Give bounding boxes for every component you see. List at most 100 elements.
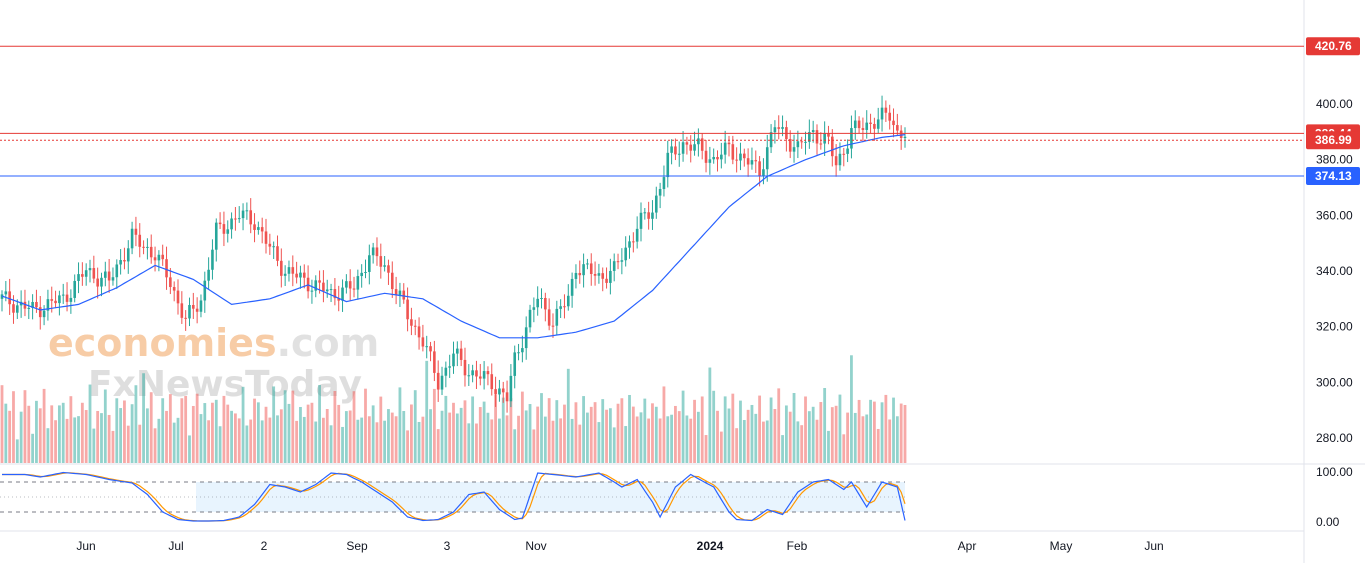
volume-bar bbox=[739, 400, 742, 463]
candle-body bbox=[421, 337, 425, 347]
volume-bar bbox=[69, 396, 73, 463]
volume-bar bbox=[0, 385, 4, 463]
moving-average-line bbox=[1, 134, 906, 339]
volume-bar bbox=[486, 412, 490, 463]
time-tick-label: 3 bbox=[444, 539, 451, 553]
price-tick-label: 300.00 bbox=[1316, 375, 1353, 389]
volume-bar bbox=[195, 393, 199, 463]
candle-body bbox=[452, 353, 455, 367]
candle-body bbox=[498, 388, 501, 395]
candle-body bbox=[628, 241, 631, 248]
volume-bar bbox=[157, 418, 161, 463]
volume-bar bbox=[620, 398, 624, 463]
volume-bar bbox=[846, 412, 850, 463]
volume-bar bbox=[92, 428, 96, 463]
volume-bar bbox=[172, 422, 176, 463]
candle-body bbox=[161, 254, 165, 260]
candle-body bbox=[601, 273, 605, 279]
time-tick-label: Nov bbox=[525, 539, 546, 553]
volume-bar bbox=[700, 396, 704, 463]
time-tick-label: Jul bbox=[168, 539, 183, 553]
volume-bar bbox=[176, 417, 180, 463]
volume-bar bbox=[892, 397, 895, 463]
candle-body bbox=[815, 130, 819, 144]
volume-bar bbox=[348, 410, 352, 463]
candle-body bbox=[842, 153, 846, 155]
volume-bar bbox=[96, 410, 100, 463]
candle-body bbox=[4, 291, 8, 295]
candle-body bbox=[436, 372, 440, 390]
volume-bar bbox=[432, 388, 436, 463]
candle-body bbox=[65, 294, 69, 302]
candle-body bbox=[769, 132, 773, 148]
candle-body bbox=[192, 304, 195, 309]
oscillator-tick-label: 100.00 bbox=[1316, 465, 1353, 479]
volume-bar bbox=[865, 414, 869, 463]
volume-bar bbox=[61, 402, 65, 463]
candle-body bbox=[176, 290, 180, 304]
candle-body bbox=[662, 177, 666, 190]
volume-bar bbox=[850, 355, 853, 463]
price-level-tag: 386.99 bbox=[1306, 131, 1360, 150]
volume-bar bbox=[796, 421, 800, 463]
volume-bar bbox=[651, 403, 654, 463]
volume-bar bbox=[555, 400, 559, 463]
candle-body bbox=[333, 289, 337, 299]
volume-bar bbox=[145, 408, 149, 463]
candle-body bbox=[310, 290, 314, 292]
price-level-tag-text: 420.76 bbox=[1315, 39, 1352, 53]
volume-bar bbox=[884, 394, 888, 463]
watermark-logo-economies: economies.com bbox=[48, 321, 379, 365]
volume-bar bbox=[635, 416, 639, 463]
volume-bar bbox=[421, 416, 425, 463]
volume-bar bbox=[781, 435, 784, 463]
volume-bar bbox=[253, 398, 256, 463]
candle-body bbox=[115, 264, 119, 278]
volume-bar bbox=[647, 418, 651, 463]
candle-body bbox=[58, 295, 61, 304]
volume-bar bbox=[337, 404, 341, 463]
volume-bar bbox=[329, 425, 333, 463]
volume-bar bbox=[746, 409, 750, 463]
volume-bar bbox=[249, 419, 253, 463]
horizontal-levels[interactable] bbox=[0, 45, 1304, 177]
volume-bar bbox=[578, 424, 582, 463]
candle-body bbox=[84, 270, 88, 277]
volume-bar bbox=[218, 426, 222, 463]
volume-bar bbox=[80, 402, 84, 463]
candle-body bbox=[119, 260, 122, 265]
candle-body bbox=[138, 234, 142, 247]
candle-body bbox=[865, 122, 869, 130]
volume-bar bbox=[788, 411, 792, 463]
volume-bar bbox=[478, 407, 482, 463]
candle-body bbox=[876, 119, 880, 129]
price-tick-label: 380.00 bbox=[1316, 153, 1353, 167]
volume-bar bbox=[383, 420, 387, 463]
candle-body bbox=[869, 122, 872, 124]
candle-body bbox=[838, 153, 842, 166]
volume-bar bbox=[628, 394, 631, 463]
volume-bar bbox=[899, 403, 903, 463]
stochastic-d-line bbox=[2, 472, 906, 522]
volume-bar bbox=[685, 415, 689, 463]
volume-bar bbox=[490, 419, 494, 463]
price-tick-label: 320.00 bbox=[1316, 320, 1353, 334]
volume-bar bbox=[27, 405, 31, 463]
volume-bar bbox=[322, 417, 325, 463]
candle-body bbox=[16, 305, 19, 313]
volume-bar bbox=[731, 393, 735, 463]
volume-bar bbox=[65, 418, 69, 463]
volume-bar bbox=[842, 434, 846, 463]
candle-body bbox=[551, 325, 555, 327]
volume-bar bbox=[295, 420, 299, 463]
candle-body bbox=[574, 272, 578, 279]
volume-bar bbox=[325, 409, 329, 463]
candle-body bbox=[23, 301, 27, 309]
candle-body bbox=[589, 263, 593, 275]
volume-bar bbox=[742, 420, 746, 463]
volume-bar bbox=[532, 429, 536, 463]
price-level-tag-text: 374.13 bbox=[1315, 169, 1352, 183]
volume-bar bbox=[444, 395, 448, 463]
candle-body bbox=[720, 154, 723, 160]
volume-bar bbox=[601, 399, 605, 463]
